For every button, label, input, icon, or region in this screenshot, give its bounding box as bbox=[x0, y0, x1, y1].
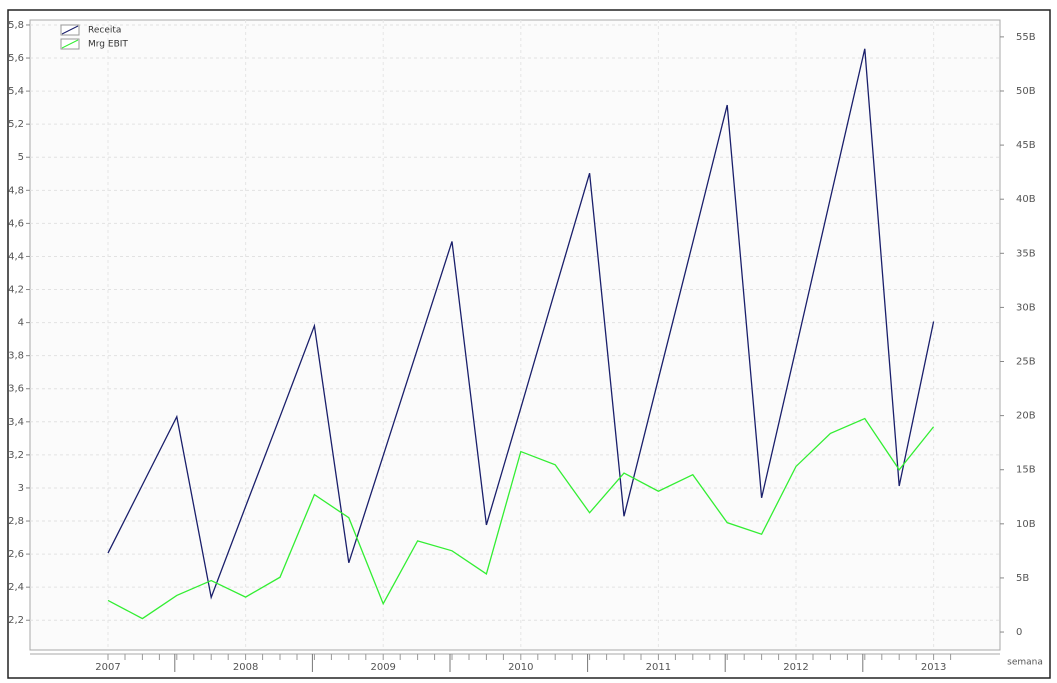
y-tick-label: 4,2 bbox=[8, 285, 24, 296]
x-tick-label: 2007 bbox=[95, 662, 120, 673]
y2-tick-label: 50B bbox=[1016, 86, 1036, 97]
y-tick-label: 5,4 bbox=[8, 86, 24, 97]
x-tick-label: 2008 bbox=[233, 662, 258, 673]
y2-tick-label: 15B bbox=[1016, 465, 1036, 476]
y-tick-label: 3 bbox=[18, 483, 24, 494]
y-tick-label: 4,4 bbox=[8, 251, 24, 262]
y-tick-label: 4,8 bbox=[8, 185, 24, 196]
y-tick-label: 2,4 bbox=[8, 582, 24, 593]
y2-tick-label: 45B bbox=[1016, 140, 1036, 151]
y-tick-label: 5,2 bbox=[8, 119, 24, 130]
y-tick-label: 3,8 bbox=[8, 351, 24, 362]
x-tick-label: 2012 bbox=[783, 662, 808, 673]
x-tick-label: 2010 bbox=[508, 662, 533, 673]
x-tick-label: 2013 bbox=[921, 662, 946, 673]
x-tick-label: 2011 bbox=[646, 662, 671, 673]
legend-label: Receita bbox=[88, 26, 121, 36]
y-tick-label: 3,4 bbox=[8, 417, 24, 428]
series-line bbox=[107, 48, 935, 600]
y2-tick-label: 5B bbox=[1016, 573, 1029, 584]
y-tick-label: 2,8 bbox=[8, 516, 24, 527]
series-line bbox=[107, 417, 935, 620]
y-tick-label: 2,6 bbox=[8, 549, 24, 560]
y2-tick-label: 20B bbox=[1016, 411, 1036, 422]
y2-tick-label: 30B bbox=[1016, 302, 1036, 313]
y-tick-label: 5 bbox=[18, 152, 24, 163]
y-tick-label: 4,6 bbox=[8, 218, 24, 229]
y2-tick-label: 55B bbox=[1016, 32, 1036, 43]
x-axis-label: semana bbox=[1007, 658, 1043, 668]
legend-label: Mrg EBIT bbox=[88, 40, 128, 50]
y2-tick-label: 35B bbox=[1016, 248, 1036, 259]
y-tick-label: 5,6 bbox=[8, 53, 24, 64]
y-tick-label: 5,8 bbox=[8, 20, 24, 31]
y-tick-label: 3,2 bbox=[8, 450, 24, 461]
y2-tick-label: 10B bbox=[1016, 519, 1036, 530]
y2-tick-label: 40B bbox=[1016, 194, 1036, 205]
y2-tick-label: 25B bbox=[1016, 357, 1036, 368]
y2-tick-label: 0 bbox=[1016, 627, 1022, 638]
y-tick-label: 4 bbox=[18, 318, 24, 329]
legend-line bbox=[61, 39, 79, 49]
x-tick-label: 2009 bbox=[370, 662, 395, 673]
legend-line bbox=[61, 25, 79, 35]
y-tick-label: 2,2 bbox=[8, 615, 24, 626]
y-tick-label: 3,6 bbox=[8, 384, 24, 395]
plot-area bbox=[29, 19, 1001, 651]
